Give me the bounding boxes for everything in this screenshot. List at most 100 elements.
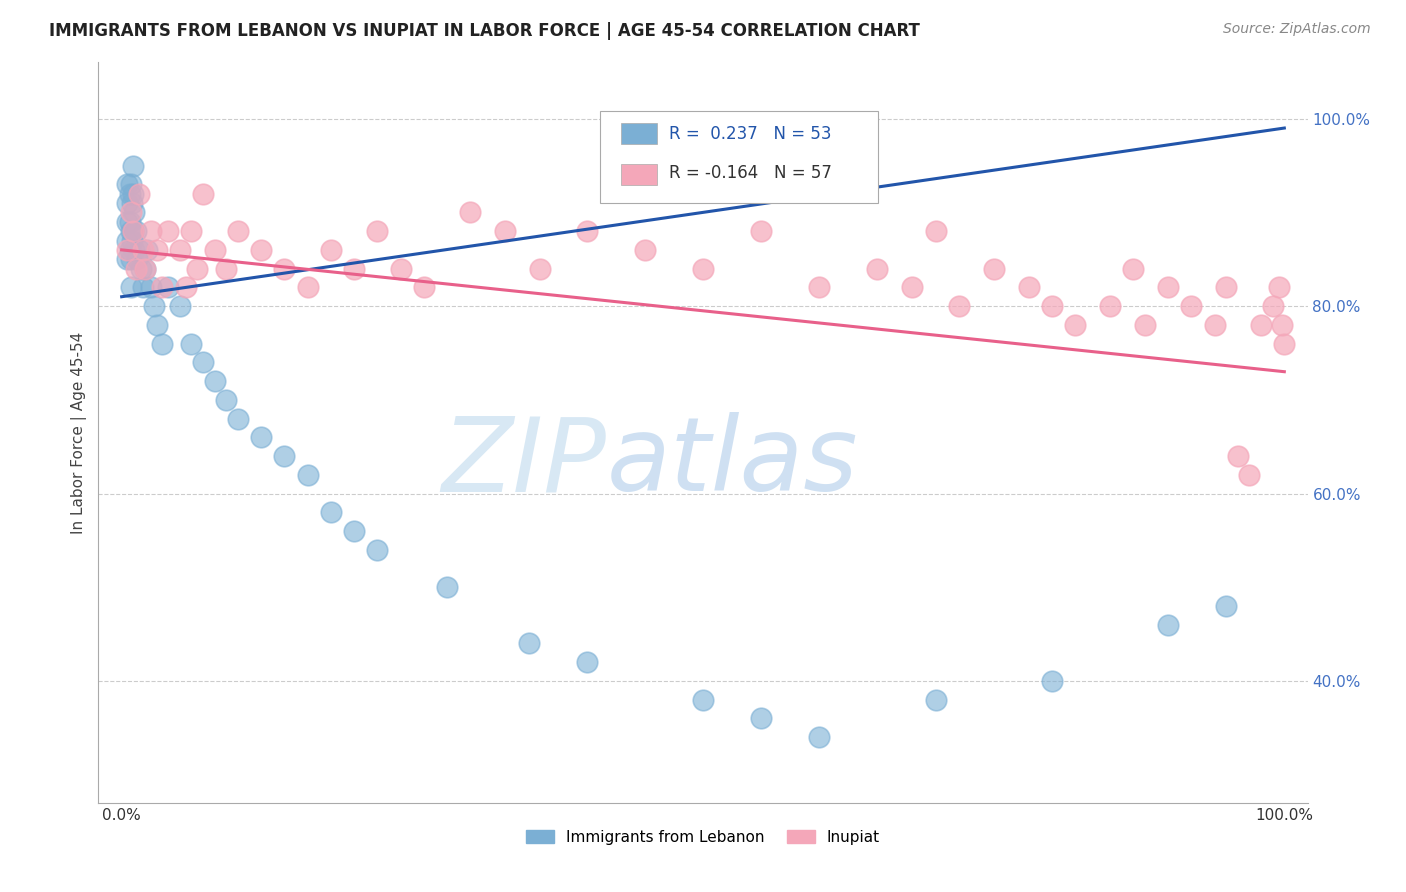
Bar <box>621 164 657 185</box>
Text: ZIP: ZIP <box>441 412 606 512</box>
Point <box>808 280 831 294</box>
Point <box>1122 261 1144 276</box>
Point <box>124 261 146 276</box>
Point <box>924 224 946 238</box>
Point <box>226 224 249 238</box>
Point <box>749 711 772 725</box>
Point <box>413 280 436 294</box>
Point <box>1226 449 1249 463</box>
Point <box>226 411 249 425</box>
Legend: Immigrants from Lebanon, Inupiat: Immigrants from Lebanon, Inupiat <box>520 823 886 851</box>
Point <box>983 261 1005 276</box>
Point <box>460 205 482 219</box>
Text: atlas: atlas <box>606 412 858 512</box>
Point <box>128 243 150 257</box>
Point <box>319 243 342 257</box>
Point <box>1215 599 1237 613</box>
Point <box>273 449 295 463</box>
Point <box>1267 280 1289 294</box>
Point <box>131 243 153 257</box>
Point <box>1204 318 1226 332</box>
Point <box>692 692 714 706</box>
Point <box>517 636 540 650</box>
Point <box>1215 280 1237 294</box>
Point <box>529 261 551 276</box>
Point <box>122 224 145 238</box>
Point <box>1064 318 1087 332</box>
Point <box>1040 673 1063 688</box>
Point <box>121 196 143 211</box>
Point <box>150 280 173 294</box>
Point <box>134 261 156 276</box>
Point <box>343 524 366 538</box>
Point <box>948 299 970 313</box>
Point <box>494 224 516 238</box>
Point <box>250 243 273 257</box>
Y-axis label: In Labor Force | Age 45-54: In Labor Force | Age 45-54 <box>72 332 87 533</box>
Point <box>204 374 226 388</box>
Point <box>169 243 191 257</box>
Point <box>343 261 366 276</box>
Point <box>749 224 772 238</box>
Point <box>1098 299 1121 313</box>
Point <box>122 224 145 238</box>
Bar <box>621 123 657 144</box>
Point <box>1157 617 1180 632</box>
Point <box>191 355 214 369</box>
Point <box>1272 336 1295 351</box>
Point <box>118 215 141 229</box>
Point <box>1180 299 1202 313</box>
Point <box>204 243 226 257</box>
Text: R =  0.237   N = 53: R = 0.237 N = 53 <box>669 125 831 143</box>
Point <box>118 243 141 257</box>
Text: Source: ZipAtlas.com: Source: ZipAtlas.com <box>1223 22 1371 37</box>
Point <box>139 224 162 238</box>
Point <box>117 196 139 211</box>
Point <box>120 205 142 219</box>
Point <box>297 467 319 482</box>
Point <box>808 730 831 744</box>
Point <box>1239 467 1261 482</box>
Point <box>901 280 924 294</box>
Point <box>120 178 142 192</box>
Point <box>122 159 145 173</box>
Point <box>186 261 208 276</box>
Point <box>125 252 148 267</box>
Point <box>131 280 153 294</box>
Text: R = -0.164   N = 57: R = -0.164 N = 57 <box>669 164 832 183</box>
Point <box>145 243 167 257</box>
Point <box>215 392 238 407</box>
Point <box>117 243 139 257</box>
Point <box>1271 318 1294 332</box>
Point <box>117 178 139 192</box>
Point <box>191 186 214 201</box>
Point <box>575 224 598 238</box>
Point <box>121 234 143 248</box>
Point <box>143 299 166 313</box>
Point <box>124 224 146 238</box>
Point <box>145 318 167 332</box>
Point <box>1261 299 1284 313</box>
Point <box>124 205 146 219</box>
Point <box>136 243 159 257</box>
Point <box>120 280 142 294</box>
Point <box>117 215 139 229</box>
Point <box>131 261 153 276</box>
Point <box>124 243 146 257</box>
Point <box>150 336 173 351</box>
Point <box>692 261 714 276</box>
Point <box>319 505 342 519</box>
Point <box>366 224 388 238</box>
Point <box>120 224 142 238</box>
Point <box>169 299 191 313</box>
Point <box>924 692 946 706</box>
Point <box>117 252 139 267</box>
Point <box>180 336 202 351</box>
Point <box>389 261 412 276</box>
Point <box>134 261 156 276</box>
Point <box>273 261 295 276</box>
Point <box>118 186 141 201</box>
FancyBboxPatch shape <box>600 111 879 203</box>
Point <box>117 234 139 248</box>
Point <box>1157 280 1180 294</box>
